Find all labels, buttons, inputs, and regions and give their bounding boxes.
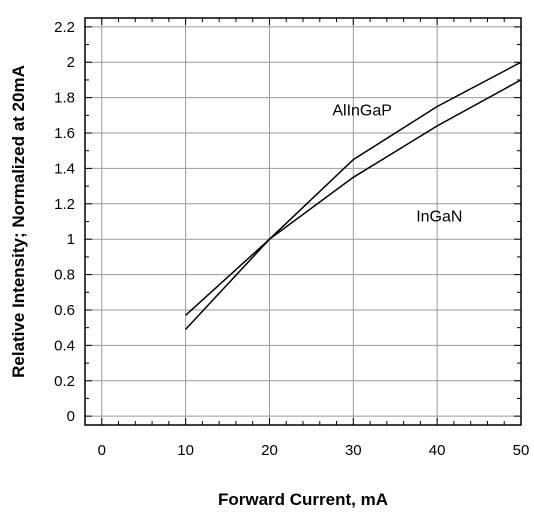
series [185,61,522,330]
x-tick-label: 20 [261,442,278,459]
x-tick-label: 30 [345,442,362,459]
annotations: AlInGaP InGaN [332,102,462,225]
plot-frame [84,17,522,426]
series-line-2 [185,79,522,316]
y-tick-label: 0.6 [54,302,75,319]
y-tick-label: 0.8 [54,267,75,284]
x-axis-label: Forward Current, mA [218,490,388,509]
series-line-1 [185,61,522,330]
y-tick-labels: 0 0.2 0.4 0.6 0.8 1 1.2 1.4 1.6 1.8 2 2.2 [54,19,75,425]
x-tick-label: 10 [177,442,194,459]
y-tick-label: 0 [67,408,75,425]
series-annotation: AlInGaP [332,102,392,119]
y-tick-label: 2 [67,54,75,71]
y-tick-label: 1.8 [54,90,75,107]
x-tick-label: 50 [513,442,530,459]
y-tick-label: 1.2 [54,196,75,213]
x-tick-label: 0 [98,442,106,459]
y-tick-label: 1.6 [54,125,75,142]
y-tick-label: 1.4 [54,160,75,177]
x-tick-labels: 0 10 20 30 40 50 [98,442,530,459]
series-annotation: InGaN [416,209,462,226]
y-tick-label: 0.4 [54,337,75,354]
y-tick-label: 2.2 [54,19,75,36]
y-tick-label: 1 [67,231,75,248]
y-axis-label: Relative Intensity; Normalized at 20mA [9,65,28,378]
y-tick-label: 0.2 [54,373,75,390]
x-tick-label: 40 [429,442,446,459]
